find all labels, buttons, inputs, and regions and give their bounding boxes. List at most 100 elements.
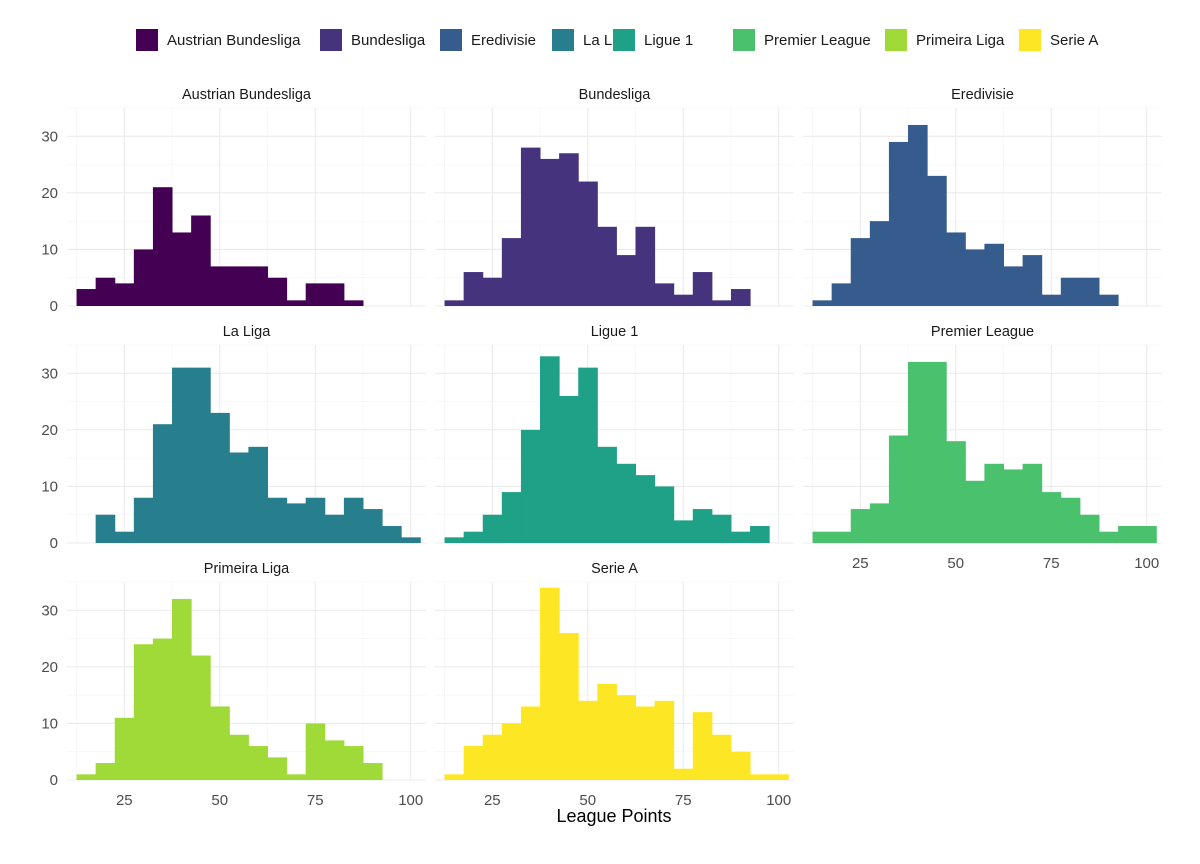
histogram-bar: [888, 141, 909, 306]
y-tick-label: 0: [50, 535, 58, 552]
histogram-bar: [482, 514, 503, 543]
histogram-bar: [869, 503, 890, 543]
histogram-bar: [210, 412, 230, 543]
facet-strip-label: Austrian Bundesliga: [182, 87, 312, 103]
histogram-bar: [946, 232, 966, 306]
histogram-bar: [133, 644, 154, 780]
histogram-bar: [286, 774, 307, 780]
x-tick-label: 25: [852, 555, 869, 572]
histogram-bar: [1079, 514, 1100, 543]
facet-strip-label: Primeira Liga: [204, 561, 290, 577]
histogram-bar: [191, 367, 211, 543]
histogram-bar: [444, 300, 465, 306]
y-tick-label: 20: [41, 185, 58, 202]
facet-panel-bundesliga: Bundesliga: [435, 87, 794, 307]
y-tick-label: 0: [50, 772, 58, 789]
histogram-bar: [286, 503, 307, 543]
histogram-bar: [927, 175, 947, 306]
histogram-bar: [730, 531, 751, 543]
histogram-bar: [578, 181, 598, 306]
legend-item-ligue-1: Ligue 1: [613, 29, 693, 51]
legend-item-serie-a: Serie A: [1019, 29, 1098, 51]
x-tick-label: 50: [579, 792, 596, 809]
histogram-bar: [114, 531, 135, 543]
histogram-bars: [95, 367, 421, 543]
histogram-bar: [463, 746, 484, 780]
facet-strip-label: La Liga: [223, 324, 272, 340]
histogram-bar: [152, 638, 173, 780]
histogram-bar: [1022, 255, 1043, 306]
histogram-bar: [673, 520, 694, 543]
legend-swatch: [1019, 29, 1041, 51]
histogram-bar: [1098, 531, 1119, 543]
x-tick-label: 25: [484, 792, 501, 809]
histogram-bar: [267, 277, 288, 306]
histogram-bar: [172, 598, 192, 780]
y-tick-label: 20: [41, 422, 58, 439]
histogram-bar: [908, 361, 928, 543]
legend-swatch: [320, 29, 342, 51]
facet-strip-label: Bundesliga: [579, 87, 652, 103]
histogram-bar: [1060, 497, 1081, 543]
facet-panel-la-liga: La Liga 0 10 20 30: [41, 324, 426, 552]
histogram-bar: [482, 734, 503, 780]
histogram-bar: [1041, 294, 1062, 306]
histogram-bar: [1098, 294, 1119, 306]
y-tick-label: 10: [41, 715, 58, 732]
histogram-bar: [831, 531, 852, 543]
histogram-bar: [692, 712, 713, 780]
histogram-bar: [324, 283, 345, 306]
histogram-bar: [635, 475, 656, 543]
y-tick-label: 10: [41, 241, 58, 258]
histogram-bar: [343, 497, 364, 543]
histogram-bar: [1079, 277, 1100, 306]
histogram-bar: [597, 683, 617, 780]
histogram-bar: [520, 706, 541, 780]
facet-strip-label: Eredivisie: [951, 87, 1014, 103]
legend-swatch: [885, 29, 907, 51]
histogram-bar: [362, 763, 383, 780]
histogram-bar: [267, 757, 288, 780]
histogram-bar: [559, 395, 579, 543]
legend-item-eredivisie: Eredivisie: [440, 29, 536, 51]
histogram-bar: [927, 361, 947, 543]
histogram-bar: [95, 277, 116, 306]
legend-label: Serie A: [1050, 32, 1098, 49]
histogram-bar: [812, 300, 833, 306]
histogram-bar: [482, 277, 503, 306]
histogram-bar: [635, 226, 656, 306]
histogram-bar: [711, 734, 732, 780]
legend-label: Bundesliga: [351, 32, 426, 49]
histogram-bar: [692, 509, 713, 543]
histogram-bars: [444, 356, 770, 543]
histogram-bar: [463, 531, 484, 543]
x-tick-label: 50: [211, 792, 228, 809]
histogram-bar: [501, 492, 522, 543]
y-tick-label: 30: [41, 128, 58, 145]
legend-label: Austrian Bundesliga: [167, 32, 301, 49]
histogram-bars: [76, 598, 383, 780]
facet-panel-eredivisie: Eredivisie: [803, 87, 1162, 307]
histogram-bar: [540, 356, 560, 543]
histogram-bars: [812, 124, 1119, 306]
histogram-bars: [76, 187, 364, 306]
y-tick-label: 30: [41, 365, 58, 382]
histogram-bar: [965, 480, 985, 543]
histogram-bar: [229, 266, 249, 306]
histogram-bar: [597, 446, 617, 543]
histogram-bar: [654, 486, 675, 543]
histogram-bar: [95, 514, 116, 543]
histogram-bar: [463, 272, 484, 306]
legend-label: Eredivisie: [471, 32, 536, 49]
histogram-bar: [831, 283, 852, 306]
histogram-bar: [191, 655, 211, 780]
histogram-bar: [908, 124, 928, 306]
y-tick-label: 10: [41, 478, 58, 495]
x-tick-label: 25: [116, 792, 133, 809]
legend-label: Ligue 1: [644, 32, 693, 49]
histogram-bar: [750, 526, 770, 543]
histogram-bar: [210, 706, 230, 780]
histogram-bar: [850, 509, 871, 543]
histogram-bar: [635, 706, 656, 780]
histogram-bar: [711, 514, 732, 543]
